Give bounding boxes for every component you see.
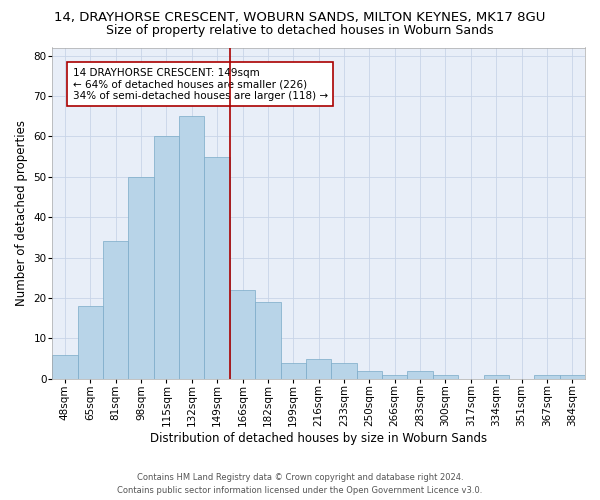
Bar bbox=[52, 354, 77, 379]
Bar bbox=[407, 370, 433, 379]
Bar bbox=[205, 156, 230, 379]
Bar bbox=[356, 370, 382, 379]
Bar bbox=[306, 358, 331, 379]
Bar bbox=[103, 242, 128, 379]
Bar bbox=[255, 302, 281, 379]
Bar bbox=[179, 116, 205, 379]
Text: 14, DRAYHORSE CRESCENT, WOBURN SANDS, MILTON KEYNES, MK17 8GU: 14, DRAYHORSE CRESCENT, WOBURN SANDS, MI… bbox=[55, 11, 545, 24]
Text: Size of property relative to detached houses in Woburn Sands: Size of property relative to detached ho… bbox=[106, 24, 494, 37]
Bar bbox=[560, 374, 585, 379]
Text: Contains HM Land Registry data © Crown copyright and database right 2024.
Contai: Contains HM Land Registry data © Crown c… bbox=[118, 474, 482, 495]
Bar bbox=[433, 374, 458, 379]
Bar bbox=[331, 362, 356, 379]
Bar bbox=[128, 177, 154, 379]
Bar bbox=[230, 290, 255, 379]
Bar bbox=[77, 306, 103, 379]
Y-axis label: Number of detached properties: Number of detached properties bbox=[15, 120, 28, 306]
Bar bbox=[382, 374, 407, 379]
Bar bbox=[154, 136, 179, 379]
Text: 14 DRAYHORSE CRESCENT: 149sqm
← 64% of detached houses are smaller (226)
34% of : 14 DRAYHORSE CRESCENT: 149sqm ← 64% of d… bbox=[73, 68, 328, 101]
Bar bbox=[484, 374, 509, 379]
Bar bbox=[281, 362, 306, 379]
X-axis label: Distribution of detached houses by size in Woburn Sands: Distribution of detached houses by size … bbox=[150, 432, 487, 445]
Bar bbox=[534, 374, 560, 379]
